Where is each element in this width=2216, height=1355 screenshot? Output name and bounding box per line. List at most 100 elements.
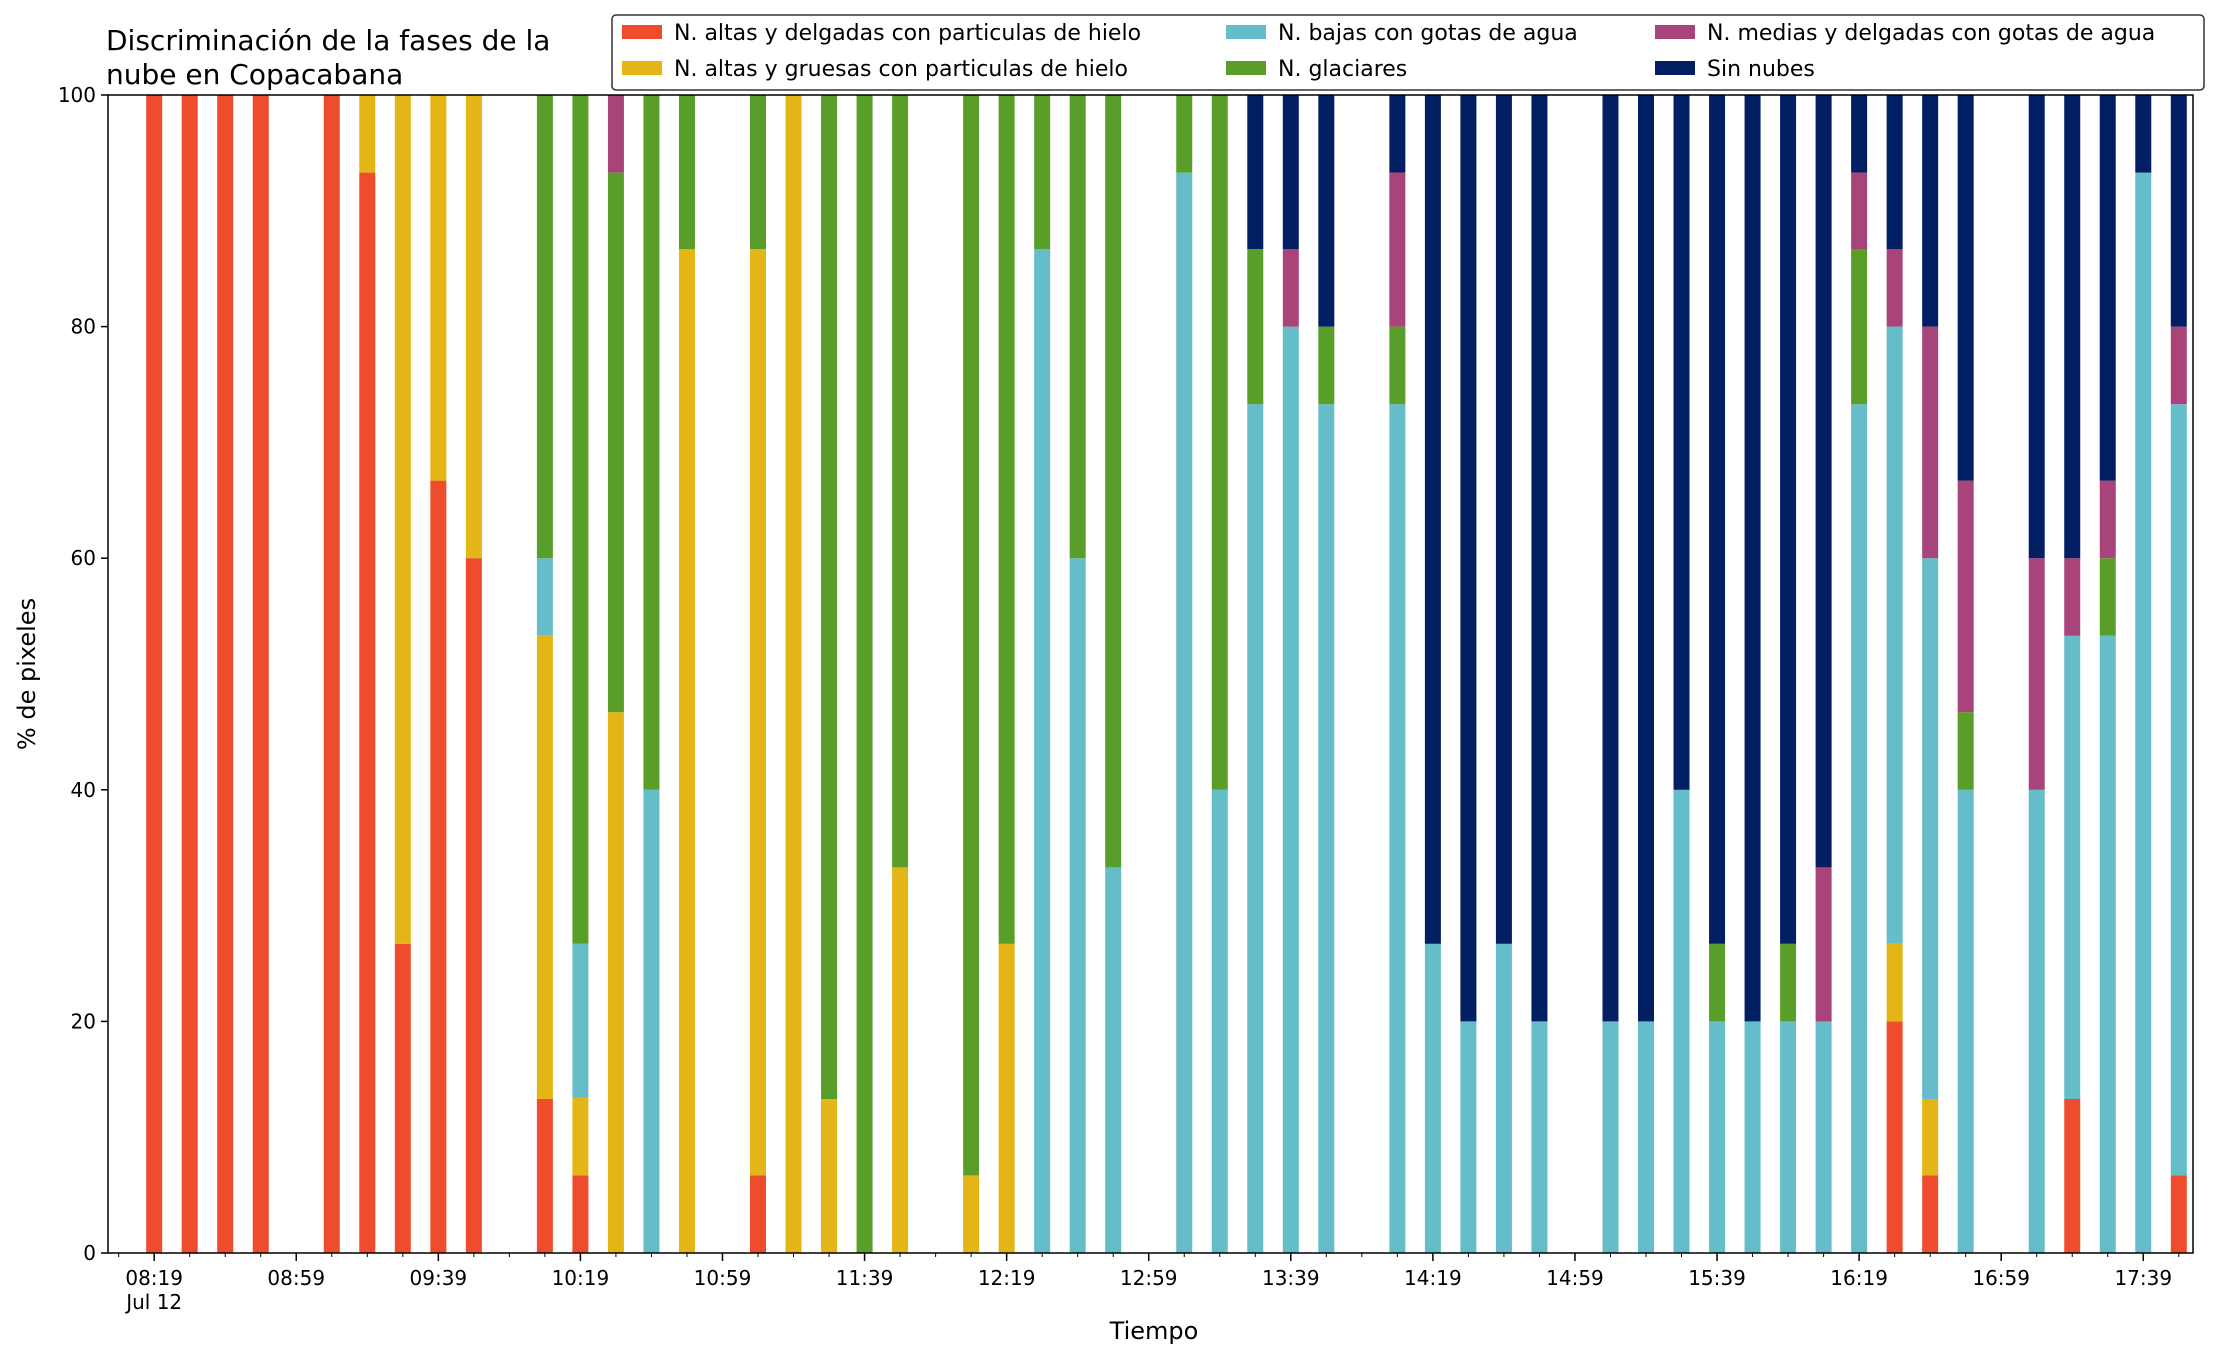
bar-segment <box>465 95 482 559</box>
bar-segment <box>998 943 1015 1253</box>
bar-segment <box>323 95 340 1253</box>
bar-segment <box>1389 95 1406 173</box>
bar-segment <box>643 789 660 1253</box>
bar-segment <box>572 95 589 944</box>
bar-segment <box>1886 95 1903 250</box>
bar-segment <box>572 943 589 1098</box>
bar-segment <box>785 95 802 1253</box>
bar-segment <box>1282 326 1299 1254</box>
bar-segment <box>1034 95 1051 250</box>
y-tick-label: 60 <box>71 546 96 570</box>
bar-segment <box>1780 1021 1797 1253</box>
bar-segment <box>1744 95 1761 1022</box>
bar-segment <box>1922 326 1939 559</box>
bar-segment <box>750 1175 767 1253</box>
bar-segment <box>1922 1098 1939 1176</box>
bar-segment <box>1105 95 1122 868</box>
bar-segment <box>1673 95 1690 790</box>
bar-segment <box>2064 558 2081 636</box>
bar-segment <box>1602 1021 1619 1253</box>
bar-segment <box>1069 558 1086 1253</box>
bar-segment <box>430 95 447 481</box>
x-tick-label: 16:59 <box>1972 1266 2030 1290</box>
bar-segment <box>1851 95 1868 173</box>
x-tick-label: 08:19 <box>125 1266 183 1290</box>
bar-segment <box>1886 249 1903 327</box>
x-tick-label: 09:39 <box>410 1266 468 1290</box>
bar-segment <box>1922 1175 1939 1253</box>
bar-segment <box>2135 172 2152 1254</box>
bar-segment <box>536 558 553 636</box>
y-tick-label: 80 <box>71 315 96 339</box>
bar-segment <box>1780 95 1797 944</box>
bar-segment <box>2170 404 2187 1176</box>
bar-segment <box>856 95 873 1253</box>
bar-segment <box>2170 95 2187 327</box>
bar-segment <box>2028 789 2045 1253</box>
bar-segment <box>1247 404 1264 1253</box>
bar-segment <box>1069 95 1086 559</box>
bar-segment <box>1922 558 1939 1099</box>
bar-segment <box>2028 558 2045 790</box>
bar-segment <box>750 249 767 1176</box>
bar-segment <box>394 95 411 944</box>
legend: N. altas y delgadas con particulas de hi… <box>611 14 2205 91</box>
bar-segment <box>572 1175 589 1253</box>
x-tick-label: 11:39 <box>836 1266 894 1290</box>
x-tick-label: 14:19 <box>1404 1266 1462 1290</box>
bar-segment <box>1105 867 1122 1253</box>
x-tick-label: 08:59 <box>267 1266 325 1290</box>
bar-segment <box>2170 1175 2187 1253</box>
bar-segment <box>430 480 447 1253</box>
x-tick-label: 13:39 <box>1262 1266 1320 1290</box>
bar-segment <box>1211 95 1228 790</box>
bar-segment <box>1282 249 1299 327</box>
bar-segment <box>1957 480 1974 713</box>
bar-segment <box>1886 326 1903 944</box>
bar-segment <box>465 558 482 1253</box>
x-tick-label: 17:39 <box>2114 1266 2172 1290</box>
bar-segment <box>1886 1021 1903 1253</box>
bar-segment <box>963 95 980 1176</box>
legend-label: N. bajas con gotas de agua <box>1278 21 1578 46</box>
x-tick-label: 15:39 <box>1688 1266 1746 1290</box>
bar-segment <box>2064 1098 2081 1253</box>
x-tick-label: 10:19 <box>552 1266 610 1290</box>
bar-segment <box>1957 789 1974 1253</box>
bar-segment <box>1815 95 1832 868</box>
bar-segment <box>1211 789 1228 1253</box>
bar-segment <box>359 95 376 173</box>
bar-segment <box>821 95 838 1099</box>
legend-label: Sin nubes <box>1707 57 1815 82</box>
bar-segment <box>1318 95 1335 327</box>
bar-segment <box>607 172 624 713</box>
bar-segment <box>892 95 909 868</box>
x-tick-label: 16:19 <box>1830 1266 1888 1290</box>
bar-segment <box>1318 404 1335 1253</box>
legend-swatch <box>1655 61 1695 75</box>
bar-segment <box>572 1097 589 1176</box>
bar-segment <box>1424 95 1441 944</box>
bar-segment <box>1815 867 1832 1022</box>
y-tick-label: 0 <box>83 1241 96 1265</box>
legend-label: N. altas y gruesas con particulas de hie… <box>674 57 1128 82</box>
bar-segment <box>1851 404 1868 1253</box>
bar-segment <box>2099 480 2116 559</box>
bar-segment <box>1460 1021 1477 1253</box>
bar-segment <box>643 95 660 790</box>
legend-swatch <box>1655 25 1695 39</box>
legend-swatch <box>622 25 662 39</box>
bar-segment <box>536 95 553 559</box>
bar-segment <box>252 95 269 1253</box>
bar-segment <box>1886 943 1903 1022</box>
bar-segment <box>678 95 695 250</box>
bar-segment <box>1602 95 1619 1022</box>
bar-segment <box>2028 95 2045 559</box>
bar-segment <box>1780 943 1797 1022</box>
bar-segment <box>1282 95 1299 250</box>
bar-segment <box>1531 95 1548 1022</box>
bar-segment <box>821 1098 838 1253</box>
bar-segment <box>1638 1021 1654 1253</box>
